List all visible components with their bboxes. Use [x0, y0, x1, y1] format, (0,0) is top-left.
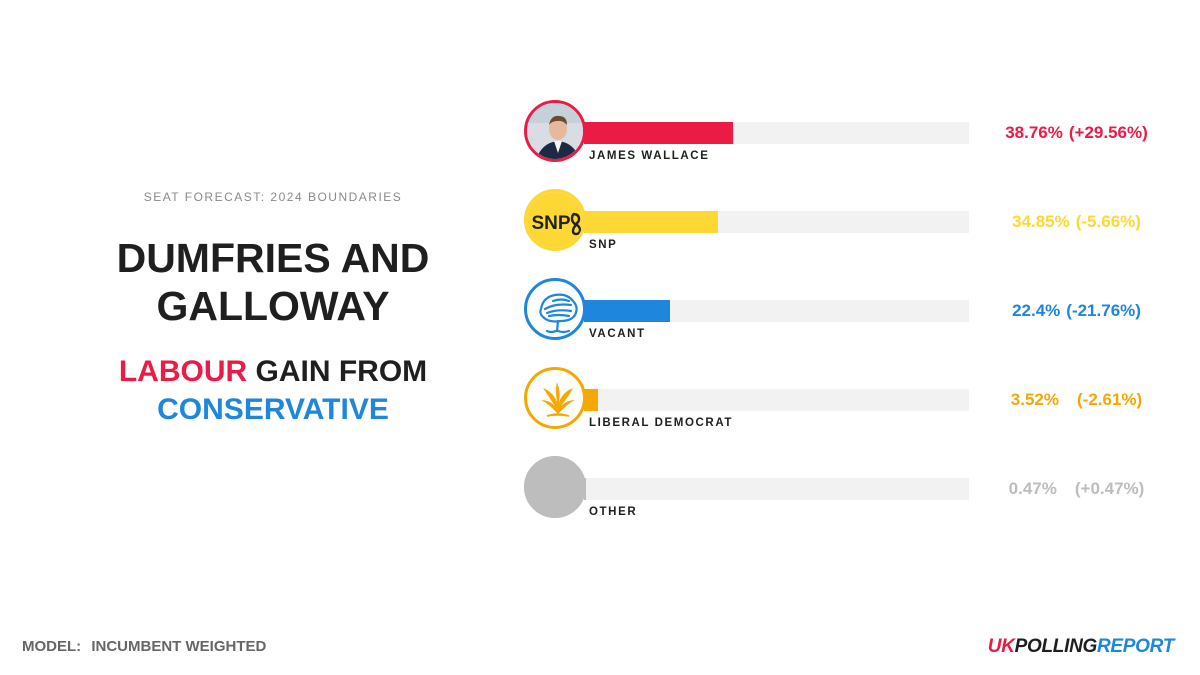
seat-name-line2: GALLOWAY: [156, 283, 390, 329]
seat-name: DUMFRIES AND GALLOWAY: [60, 234, 486, 330]
result-row: SNP SNP 34.85% (-5.66%): [524, 189, 1184, 259]
snp-logo-icon: SNP: [524, 189, 586, 251]
vote-share-label: 22.4%: [1012, 301, 1061, 320]
other-circle-icon: [524, 456, 586, 518]
change-label: (-21.76%): [1066, 301, 1141, 320]
value-label: 34.85% (-5.66%): [989, 211, 1164, 233]
bar-fill: [584, 211, 719, 233]
category-label: LIBERAL DEMOCRAT: [589, 417, 734, 429]
bar-track: [584, 478, 969, 500]
gain-from-text: GAIN FROM: [255, 355, 428, 388]
bar-track: [584, 211, 969, 233]
value-label: 38.76% (+29.56%): [989, 122, 1164, 144]
bar-fill: [584, 389, 598, 411]
result-row: LIBERAL DEMOCRAT 3.52% (-2.61%): [524, 367, 1184, 437]
brand-uk: UK: [987, 636, 1015, 657]
change-label: (+29.56%): [1068, 123, 1148, 142]
value-label: 0.47% (+0.47%): [989, 478, 1164, 500]
result-row: OTHER 0.47% (+0.47%): [524, 456, 1184, 526]
libdem-bird-logo-icon: [524, 367, 586, 429]
brand-report: REPORT: [1096, 636, 1174, 657]
vote-share-label: 38.76%: [1005, 123, 1063, 142]
loser-party: CONSERVATIVE: [157, 393, 389, 426]
result-line1: LABOUR GAIN FROM: [60, 353, 486, 391]
category-label: OTHER: [589, 506, 638, 518]
bar-track: [584, 122, 969, 144]
bar-fill: [584, 300, 671, 322]
model-info: MODEL: INCUMBENT WEIGHTED: [22, 638, 266, 655]
brand-polling: POLLING: [1014, 636, 1098, 657]
value-label: 22.4% (-21.76%): [989, 300, 1164, 322]
vote-share-label: 3.52%: [1010, 390, 1059, 409]
vote-share-label: 0.47%: [1008, 479, 1057, 498]
category-label: SNP: [589, 239, 618, 251]
conservative-tree-logo-icon: [524, 278, 586, 340]
model-label: MODEL:: [22, 638, 82, 655]
result-row: JAMES WALLACE 38.76% (+29.56%): [524, 100, 1184, 170]
brand-logo: UKPOLLINGREPORT: [987, 636, 1175, 658]
model-value: INCUMBENT WEIGHTED: [91, 638, 267, 655]
winner-party: LABOUR: [118, 355, 248, 388]
forecast-subtitle: SEAT FORECAST: 2024 BOUNDARIES: [143, 190, 403, 204]
bar-fill: [584, 122, 734, 144]
candidate-photo-icon: [524, 100, 586, 162]
category-label: VACANT: [589, 328, 646, 340]
result-row: VACANT 22.4% (-21.76%): [524, 278, 1184, 348]
value-label: 3.52% (-2.61%): [989, 389, 1164, 411]
change-label: (-5.66%): [1075, 212, 1141, 231]
bar-track: [584, 300, 969, 322]
bar-track: [584, 389, 969, 411]
category-label: JAMES WALLACE: [589, 150, 710, 162]
change-label: (-2.61%): [1077, 390, 1143, 409]
snp-logo-text: SNP: [531, 213, 570, 234]
seat-name-line1: DUMFRIES AND: [116, 235, 430, 281]
change-label: (+0.47%): [1074, 479, 1145, 498]
vote-share-label: 34.85%: [1012, 212, 1070, 231]
result-headline: LABOUR GAIN FROM CONSERVATIVE: [60, 353, 486, 429]
